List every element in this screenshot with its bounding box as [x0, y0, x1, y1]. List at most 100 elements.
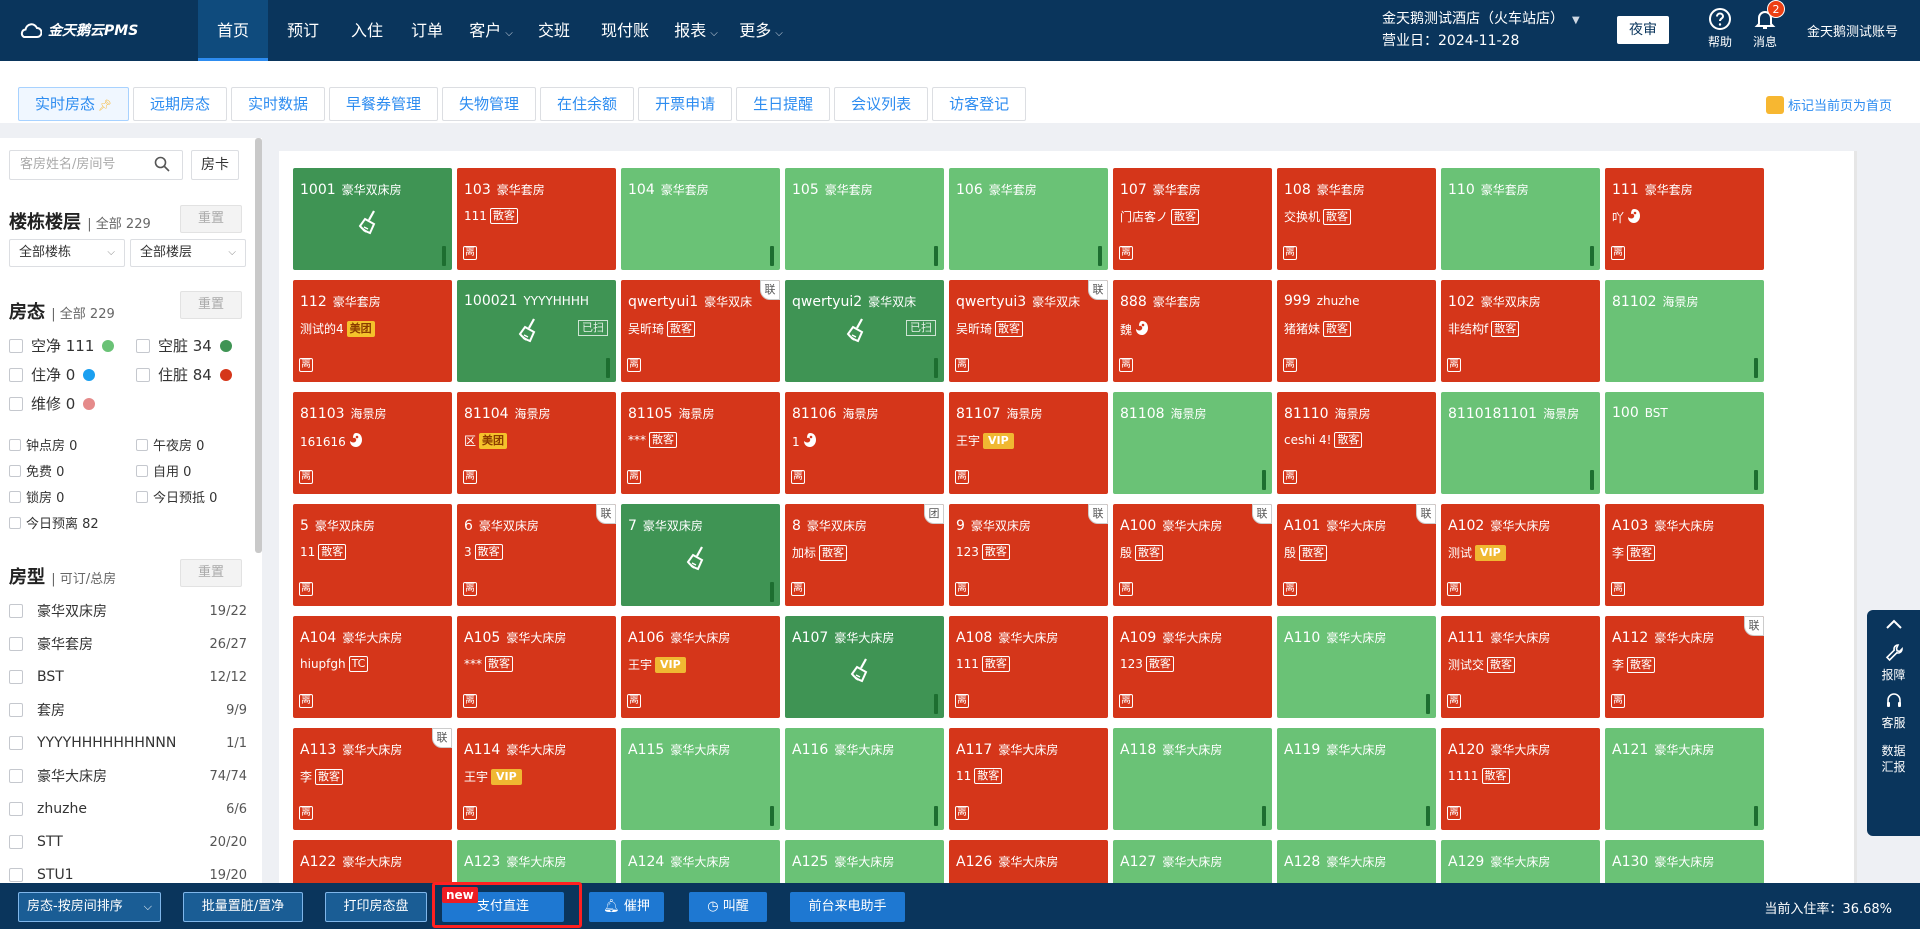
nav-item[interactable]: 订单	[396, 0, 458, 61]
tab[interactable]: 在住余额	[540, 87, 635, 121]
floor-select[interactable]: 全部楼层 ⌵	[130, 239, 246, 267]
urge-deposit-button[interactable]: 🔔︎ 催押	[589, 892, 664, 922]
room-card-button[interactable]: 房卡	[191, 150, 239, 180]
building-select[interactable]: 全部楼栋 ⌵	[9, 239, 125, 267]
room-type-filter[interactable]: YYYYHHHHHHHNNN 1/1	[9, 732, 247, 754]
room-card[interactable]: A118 豪华大床房	[1113, 728, 1272, 830]
board-scrollbar[interactable]	[1854, 151, 1857, 883]
room-card[interactable]: A112 豪华大床房李散客离 联	[1605, 616, 1764, 718]
room-card[interactable]: 81102 海景房	[1605, 280, 1764, 382]
flag-filter[interactable]: 免费 0	[9, 461, 64, 480]
room-card[interactable]: A111 豪华大床房 测试交 散客离	[1441, 616, 1600, 718]
room-card[interactable]: 108 豪华套房 交换机 散客离	[1277, 168, 1436, 270]
room-card[interactable]: 6 豪华双床房 3 散客离 联	[457, 504, 616, 606]
room-card[interactable]: A101 豪华大床房殷散客离 联	[1277, 504, 1436, 606]
mark-home-link[interactable]: 标记当前页为首页	[1765, 95, 1892, 114]
nav-item[interactable]: 首页	[198, 0, 268, 61]
room-card[interactable]: A119 豪华大床房	[1277, 728, 1436, 830]
batch-clean-button[interactable]: 批量置脏/置净	[183, 892, 303, 922]
room-card[interactable]: 8110181101 海景房	[1441, 392, 1600, 494]
nav-item[interactable]: 预订	[268, 0, 338, 61]
account-name[interactable]: 金天鹅测试账号	[1807, 25, 1899, 40]
tab[interactable]: 实时数据	[231, 87, 326, 121]
room-card[interactable]: 888 豪华套房魏离	[1113, 280, 1272, 382]
room-card[interactable]: 9 豪华双床房 123 散客离 联	[949, 504, 1108, 606]
status-filter[interactable]: 空脏 34	[136, 335, 232, 356]
search-icon[interactable]	[154, 156, 170, 172]
nav-item[interactable]: 更多 ⌵	[726, 0, 796, 61]
room-card[interactable]: 7 豪华双床房	[621, 504, 780, 606]
room-card[interactable]: 81107 海景房 王宇 VIP 离	[949, 392, 1108, 494]
nav-item[interactable]: 交班	[524, 0, 584, 61]
checkbox[interactable]	[9, 802, 23, 816]
room-card[interactable]: 104 豪华套房	[621, 168, 780, 270]
flag-filter[interactable]: 今日预抵 0	[136, 487, 217, 506]
checkbox[interactable]	[9, 703, 23, 717]
building-reset-button[interactable]: 重置	[180, 205, 242, 233]
checkbox[interactable]	[9, 367, 23, 382]
wakeup-button[interactable]: ◷ 叫醒	[689, 892, 767, 922]
room-card[interactable]: 999 zhuzhe 猪猪妹 散客离	[1277, 280, 1436, 382]
checkbox[interactable]	[9, 338, 23, 353]
room-card[interactable]: 1001 豪华双床房	[293, 168, 452, 270]
hotel-selector[interactable]: 金天鹅测试酒店（火车站店） ▼ 营业日：2024-11-28	[1382, 9, 1580, 51]
checkbox[interactable]	[9, 438, 21, 451]
checkbox[interactable]	[9, 516, 21, 529]
print-board-button[interactable]: 打印房态盘	[325, 892, 427, 922]
nav-item[interactable]: 入住	[338, 0, 396, 61]
room-card[interactable]: 5 豪华双床房 11 散客离	[293, 504, 452, 606]
room-type-filter[interactable]: STT 20/20	[9, 831, 247, 853]
room-card[interactable]: 111 豪华套房吖离	[1605, 168, 1764, 270]
checkbox[interactable]	[9, 868, 23, 882]
sort-select[interactable]: 房态-按房间排序 ⌵	[18, 892, 161, 922]
room-card[interactable]: A104 豪华大床房 hiupfgh TC 离	[293, 616, 452, 718]
room-card[interactable]: A120 豪华大床房 1111 散客离	[1441, 728, 1600, 830]
nav-item[interactable]: 报表 ⌵	[666, 0, 726, 61]
room-type-reset-button[interactable]: 重置	[180, 559, 242, 587]
room-card[interactable]: A115 豪华大床房	[621, 728, 780, 830]
checkbox[interactable]	[136, 438, 148, 451]
room-card[interactable]: A109 豪华大床房 123 散客离	[1113, 616, 1272, 718]
tab[interactable]: 访客登记	[932, 87, 1027, 121]
checkbox[interactable]	[9, 736, 23, 750]
status-filter[interactable]: 住净 0	[9, 364, 96, 385]
logo[interactable]: 金天鹅云PMS	[18, 20, 138, 40]
room-card[interactable]: A113 豪华大床房李散客离 联	[293, 728, 452, 830]
tab[interactable]: 早餐券管理	[329, 87, 439, 121]
room-card[interactable]: qwertyui3 豪华双床 吴昕琦 散客离 联	[949, 280, 1108, 382]
flag-filter[interactable]: 自用 0	[136, 461, 191, 480]
room-type-filter[interactable]: STU1 19/20	[9, 864, 247, 883]
flag-filter[interactable]: 钟点房 0	[9, 435, 77, 454]
room-card[interactable]: 112 豪华套房 测试的4 美团离	[293, 280, 452, 382]
room-card[interactable]: 100 BST	[1605, 392, 1764, 494]
sidebar-scrollbar[interactable]	[255, 138, 262, 553]
status-reset-button[interactable]: 重置	[180, 291, 242, 319]
nav-item[interactable]: 客户 ⌵	[458, 0, 524, 61]
checkbox[interactable]	[9, 670, 23, 684]
room-card[interactable]: 107 豪华套房 门店客ノ 散客离	[1113, 168, 1272, 270]
room-type-filter[interactable]: 豪华双床房 19/22	[9, 600, 247, 622]
checkbox[interactable]	[9, 396, 23, 411]
room-card[interactable]: 81110 海景房 ceshi 4! 散客离	[1277, 392, 1436, 494]
room-type-filter[interactable]: zhuzhe 6/6	[9, 798, 247, 820]
room-card[interactable]: 81103 海景房 161616 离	[293, 392, 452, 494]
checkbox[interactable]	[136, 338, 150, 353]
report-issue-button[interactable]: 报障	[1867, 643, 1920, 683]
nav-item[interactable]: 现付账	[584, 0, 666, 61]
room-card[interactable]: 106 豪华套房	[949, 168, 1108, 270]
checkbox[interactable]	[9, 769, 23, 783]
room-card[interactable]: 102 豪华双床房 非结构f 散客离	[1441, 280, 1600, 382]
flag-filter[interactable]: 午夜房 0	[136, 435, 204, 454]
data-report-button[interactable]: 数据 汇报	[1867, 743, 1920, 775]
checkbox[interactable]	[9, 835, 23, 849]
room-type-filter[interactable]: 豪华套房 26/27	[9, 633, 247, 655]
room-card[interactable]: 81105 海景房 *** 散客离	[621, 392, 780, 494]
room-card[interactable]: A107 豪华大床房	[785, 616, 944, 718]
status-filter[interactable]: 空净 111	[9, 335, 115, 356]
room-card[interactable]: A114 豪华大床房 王宇 VIP 离	[457, 728, 616, 830]
room-card[interactable]: A117 豪华大床房 11 散客离	[949, 728, 1108, 830]
room-card[interactable]: A105 豪华大床房 *** 散客离	[457, 616, 616, 718]
flag-filter[interactable]: 锁房 0	[9, 487, 64, 506]
room-card[interactable]: 105 豪华套房	[785, 168, 944, 270]
room-card[interactable]: qwertyui1 豪华双床 吴昕琦 散客离 联	[621, 280, 780, 382]
